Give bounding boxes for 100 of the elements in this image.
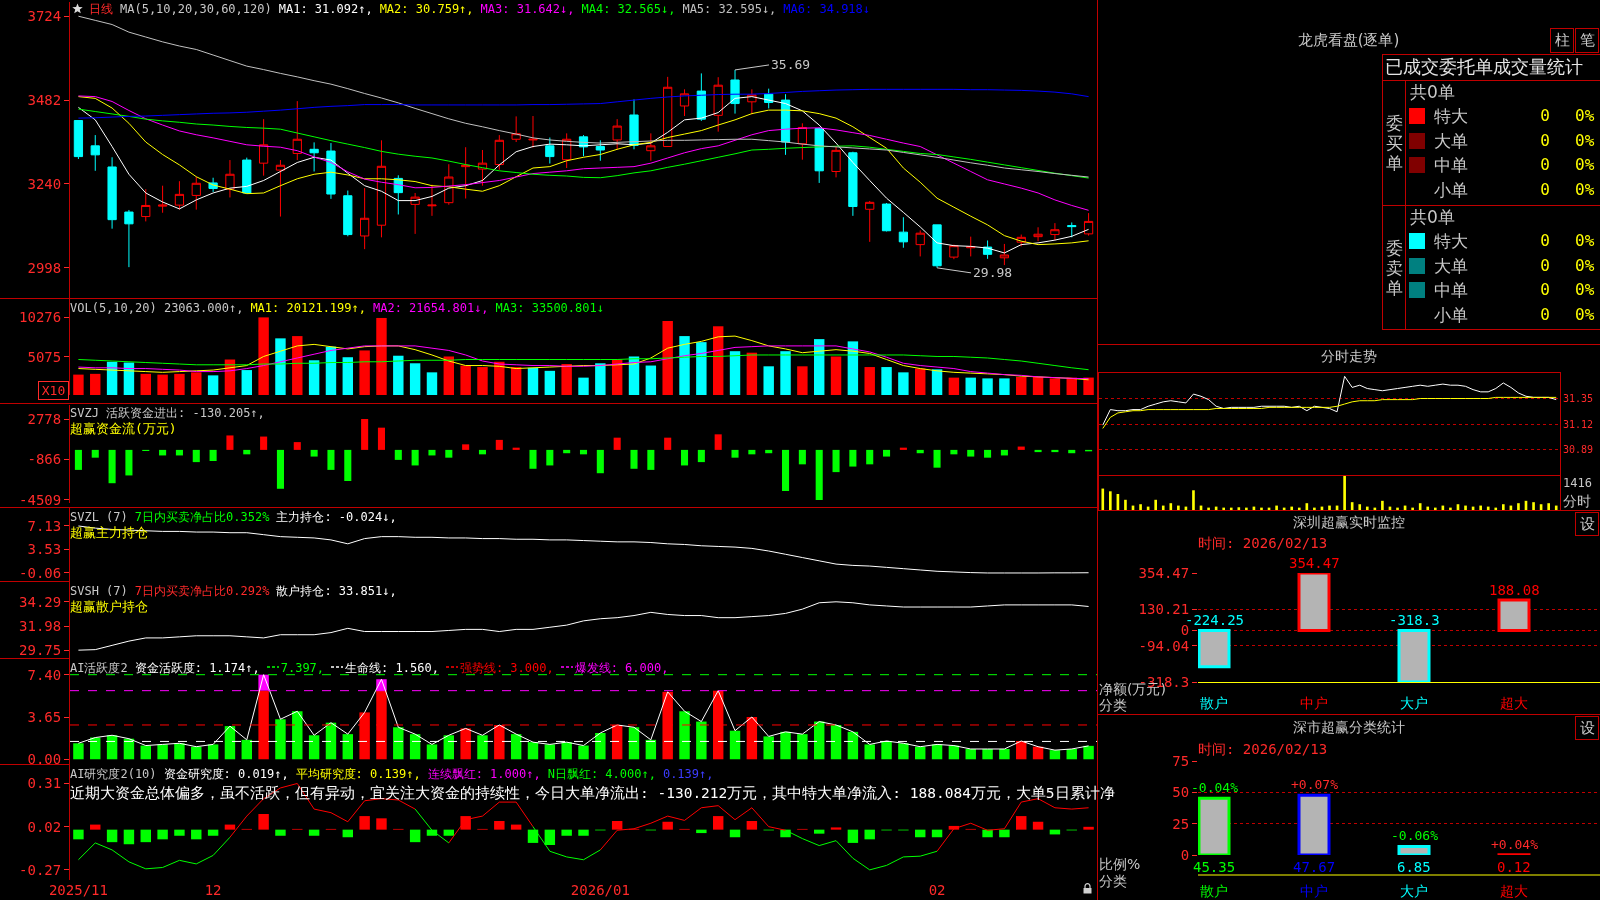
text: 1416 — [1563, 476, 1592, 490]
bar — [696, 342, 707, 395]
bar — [630, 449, 638, 469]
bar — [123, 829, 135, 845]
bar — [90, 373, 101, 395]
candlestick — [696, 72, 706, 122]
bar — [207, 829, 219, 836]
chart-title: AI研究度2(10) — [70, 767, 157, 781]
bar — [813, 829, 825, 834]
bar — [965, 377, 976, 395]
bar — [596, 449, 604, 474]
text-button: 柱 — [1550, 28, 1574, 53]
data-label: 0% — [1575, 303, 1595, 326]
candlestick — [511, 115, 521, 143]
legend-label: 委买单 — [1384, 112, 1404, 173]
category-label: 中单 — [1434, 154, 1468, 177]
bar — [393, 727, 404, 760]
y-tick-label: 0.02 — [27, 818, 62, 835]
line-series — [1102, 375, 1557, 426]
annotation: -0.06% — [1391, 828, 1439, 843]
bar — [1497, 598, 1531, 632]
candlestick — [461, 146, 471, 200]
bar — [529, 449, 537, 469]
bar — [1237, 507, 1241, 510]
candlestick — [1083, 212, 1094, 237]
y-tick-label: 50 — [1172, 784, 1190, 801]
chart-title: 分时走势 — [1319, 348, 1378, 366]
bar — [662, 320, 673, 395]
bar — [915, 368, 926, 395]
text-button: 笔 — [1575, 28, 1599, 53]
bar — [445, 449, 453, 458]
bar — [1032, 376, 1044, 395]
bar — [561, 742, 572, 760]
bar — [376, 818, 387, 830]
bar — [157, 374, 168, 395]
line-series — [77, 95, 1090, 211]
x-tick-label: 2025/11 — [48, 882, 108, 898]
bar — [1397, 628, 1431, 682]
bar — [780, 731, 791, 760]
bar — [159, 449, 167, 456]
bar — [1083, 826, 1094, 830]
bar — [275, 338, 286, 395]
line-series — [77, 15, 1090, 178]
bar — [613, 437, 621, 450]
bar — [292, 711, 303, 760]
data-label: 0 — [1539, 129, 1551, 152]
line-series — [77, 354, 1090, 371]
bar — [1198, 796, 1231, 855]
y-tick-label: 0 — [1180, 846, 1190, 863]
bar — [342, 734, 354, 760]
bar — [443, 735, 455, 760]
text-button: 设 — [1575, 512, 1599, 536]
bar — [1083, 377, 1094, 395]
bar — [428, 449, 436, 456]
bar — [1313, 507, 1316, 510]
bar — [1169, 503, 1173, 510]
candlestick — [679, 88, 690, 117]
bar — [680, 449, 689, 466]
bar — [729, 730, 741, 760]
data-label: 354.47 — [1289, 555, 1340, 571]
legend-label: 生命线: 1.560, — [345, 661, 439, 675]
bar — [1177, 505, 1180, 510]
y-tick-label: 2998 — [27, 259, 62, 276]
category-label: 小单 — [1434, 304, 1468, 325]
bar — [647, 449, 655, 470]
line-series — [77, 345, 1090, 380]
bar — [1494, 507, 1498, 510]
bar — [881, 367, 892, 395]
bar — [782, 449, 790, 491]
y-tick-label: 0.31 — [27, 775, 62, 792]
annotation: 7日内买卖净占比0.292% — [134, 584, 270, 598]
y-tick-label: 5075 — [27, 348, 62, 365]
text: 超赢散户持仓 — [70, 598, 148, 615]
bar — [1260, 507, 1263, 510]
bar — [342, 357, 354, 395]
bar — [106, 829, 118, 843]
data-label: 188.08 — [1489, 582, 1540, 598]
y-tick-label: 7.40 — [27, 666, 62, 683]
y-tick-label: 10276 — [19, 309, 62, 326]
candlestick — [225, 159, 235, 198]
bar — [1275, 505, 1278, 510]
candlestick — [730, 69, 740, 115]
candlestick — [124, 209, 134, 268]
data-label: 47.67 — [1293, 859, 1336, 875]
bar — [628, 727, 640, 760]
bar — [1297, 507, 1301, 510]
bar — [527, 367, 539, 395]
series-label: 主力持仓: -0.024↓, — [276, 510, 397, 524]
bar — [1554, 505, 1558, 510]
candlestick — [360, 187, 370, 250]
bar — [933, 449, 941, 468]
annotation: +0.07% — [1291, 777, 1339, 792]
bar — [1411, 507, 1414, 510]
candlestick — [444, 163, 454, 206]
bar — [898, 372, 909, 395]
text: MA3: 31.642↓, — [480, 2, 575, 16]
text: MA2: 21654.801↓, — [372, 301, 489, 315]
bar — [1154, 499, 1157, 510]
bar — [1517, 503, 1520, 510]
bar — [950, 449, 958, 455]
